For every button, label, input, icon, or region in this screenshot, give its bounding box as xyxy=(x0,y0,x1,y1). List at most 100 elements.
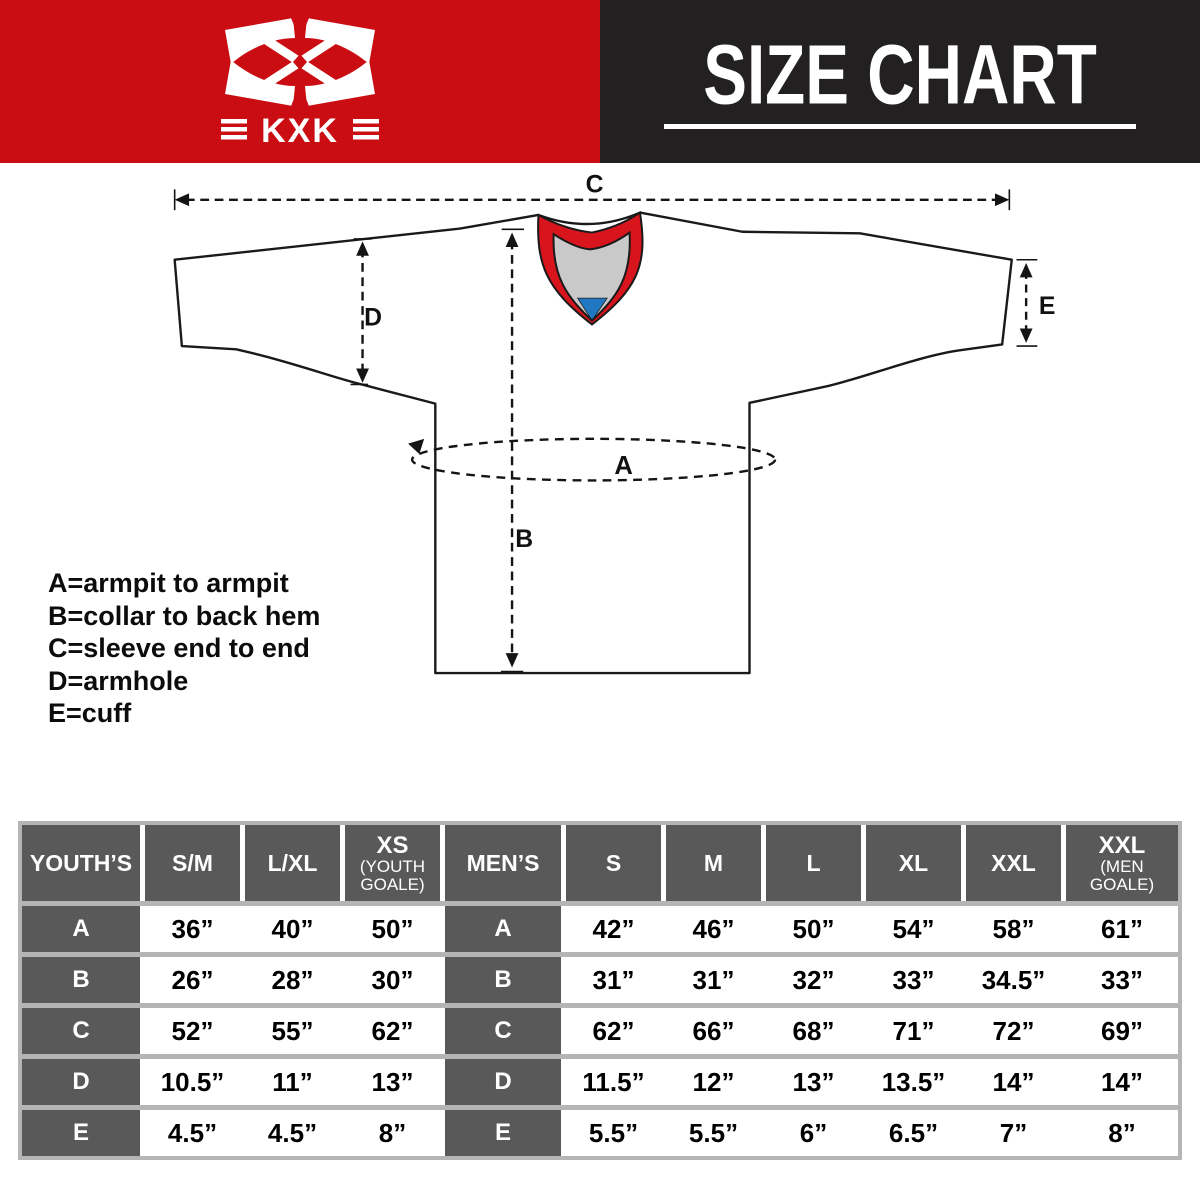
table-row-e: E 4.5” 4.5” 8” E 5.5” 5.5” 6” 6.5” 7” 8” xyxy=(22,1110,1178,1156)
value-cell: 55” xyxy=(245,1008,340,1054)
label-C: C xyxy=(586,172,604,199)
header-banner: KXK SIZE CHART xyxy=(0,0,1200,163)
value-cell: 54” xyxy=(866,906,961,952)
page-title: SIZE CHART xyxy=(703,26,1097,122)
value-cell: 4.5” xyxy=(145,1110,240,1156)
value-cell: 31” xyxy=(666,957,761,1003)
dimension-line-A xyxy=(408,437,777,482)
row-label: D xyxy=(445,1059,561,1105)
value-cell: 8” xyxy=(1066,1110,1178,1156)
value-cell: 52” xyxy=(145,1008,240,1054)
table-header-row: YOUTH’S S/M L/XL XS (YOUTH GOALE) MEN’S … xyxy=(22,825,1178,901)
collar-red-band xyxy=(537,210,644,326)
value-cell: 7” xyxy=(966,1110,1061,1156)
measurement-diagram: C D B A xyxy=(0,163,1200,813)
goalie-note: (MEN GOALE) xyxy=(1089,856,1155,894)
legend-line-b: B=collar to back hem xyxy=(48,600,321,631)
col-header-xxl-men-goalie: XXL (MEN GOALE) xyxy=(1066,825,1178,901)
dimension-line-B xyxy=(500,228,525,673)
value-cell: 14” xyxy=(966,1059,1061,1105)
value-cell: 26” xyxy=(145,957,240,1003)
value-cell: 11.5” xyxy=(566,1059,661,1105)
value-cell: 5.5” xyxy=(666,1110,761,1156)
title-underline xyxy=(664,123,1136,129)
label-A: A xyxy=(614,452,632,480)
value-cell: 42” xyxy=(566,906,661,952)
value-cell: 10.5” xyxy=(145,1059,240,1105)
value-cell: 34.5” xyxy=(966,957,1061,1003)
col-header-mens: MEN’S xyxy=(445,825,561,901)
value-cell: 33” xyxy=(866,957,961,1003)
row-label: E xyxy=(445,1110,561,1156)
value-cell: 40” xyxy=(245,906,340,952)
value-cell: 6” xyxy=(766,1110,861,1156)
value-cell: 62” xyxy=(345,1008,440,1054)
legend-line-a: A=armpit to armpit xyxy=(48,568,289,598)
value-cell: 8” xyxy=(345,1110,440,1156)
col-header-xs-youth-goalie: XS (YOUTH GOALE) xyxy=(345,825,440,901)
dimension-line-D xyxy=(350,238,372,386)
value-cell: 46” xyxy=(666,906,761,952)
col-header-xl: XL xyxy=(866,825,961,901)
value-cell: 50” xyxy=(345,906,440,952)
value-cell: 62” xyxy=(566,1008,661,1054)
value-cell: 30” xyxy=(345,957,440,1003)
col-header-youths: YOUTH’S xyxy=(22,825,140,901)
table-row-d: D 10.5” 11” 13” D 11.5” 12” 13” 13.5” 14… xyxy=(22,1059,1178,1105)
label-E: E xyxy=(1039,293,1056,320)
value-cell: 4.5” xyxy=(245,1110,340,1156)
value-cell: 31” xyxy=(566,957,661,1003)
value-cell: 13.5” xyxy=(866,1059,961,1105)
table-row-c: C 52” 55” 62” C 62” 66” 68” 71” 72” 69” xyxy=(22,1008,1178,1054)
value-cell: 58” xyxy=(966,906,1061,952)
jersey-diagram-svg: C D B A xyxy=(173,172,1056,675)
kxk-logo-icon: KXK xyxy=(221,18,379,146)
label-B: B xyxy=(515,526,533,553)
value-cell: 6.5” xyxy=(866,1110,961,1156)
dimension-line-E xyxy=(1016,258,1038,347)
row-label: C xyxy=(22,1008,140,1054)
title-banner: SIZE CHART xyxy=(600,0,1200,163)
brand-banner: KXK xyxy=(0,0,600,163)
goalie-size: XS xyxy=(376,831,409,859)
value-cell: 11” xyxy=(245,1059,340,1105)
row-label: C xyxy=(445,1008,561,1054)
legend-line-d: D=armhole xyxy=(48,665,189,696)
value-cell: 71” xyxy=(866,1008,961,1054)
label-D: D xyxy=(364,304,382,331)
value-cell: 5.5” xyxy=(566,1110,661,1156)
col-header-lxl: L/XL xyxy=(245,825,340,901)
value-cell: 14” xyxy=(1066,1059,1178,1105)
value-cell: 69” xyxy=(1066,1008,1178,1054)
table-row-b: B 26” 28” 30” B 31” 31” 32” 33” 34.5” 33… xyxy=(22,957,1178,1003)
value-cell: 12” xyxy=(666,1059,761,1105)
goalie-note: (YOUTH GOALE) xyxy=(359,856,426,894)
legend-line-c: C=sleeve end to end xyxy=(48,633,310,663)
value-cell: 13” xyxy=(766,1059,861,1105)
table-row-a: A 36” 40” 50” A 42” 46” 50” 54” 58” 61” xyxy=(22,906,1178,952)
row-label: D xyxy=(22,1059,140,1105)
dimension-line-C xyxy=(173,189,1011,211)
goalie-size: XXL xyxy=(1098,831,1146,859)
value-cell: 50” xyxy=(766,906,861,952)
row-label: E xyxy=(22,1110,140,1156)
col-header-s: S xyxy=(566,825,661,901)
value-cell: 33” xyxy=(1066,957,1178,1003)
row-label: A xyxy=(22,906,140,952)
value-cell: 61” xyxy=(1066,906,1178,952)
jersey-outline xyxy=(173,211,1013,675)
value-cell: 66” xyxy=(666,1008,761,1054)
brand-text: KXK xyxy=(261,112,339,146)
value-cell: 72” xyxy=(966,1008,1061,1054)
value-cell: 68” xyxy=(766,1008,861,1054)
measurement-legend: A=armpit to armpit B=collar to back hem … xyxy=(48,567,320,730)
col-header-m: M xyxy=(666,825,761,901)
value-cell: 13” xyxy=(345,1059,440,1105)
value-cell: 28” xyxy=(245,957,340,1003)
logo-bars-icon xyxy=(221,119,379,140)
row-label: B xyxy=(445,957,561,1003)
size-table: YOUTH’S S/M L/XL XS (YOUTH GOALE) MEN’S … xyxy=(18,821,1182,1160)
row-label: B xyxy=(22,957,140,1003)
col-header-sm: S/M xyxy=(145,825,240,901)
col-header-l: L xyxy=(766,825,861,901)
